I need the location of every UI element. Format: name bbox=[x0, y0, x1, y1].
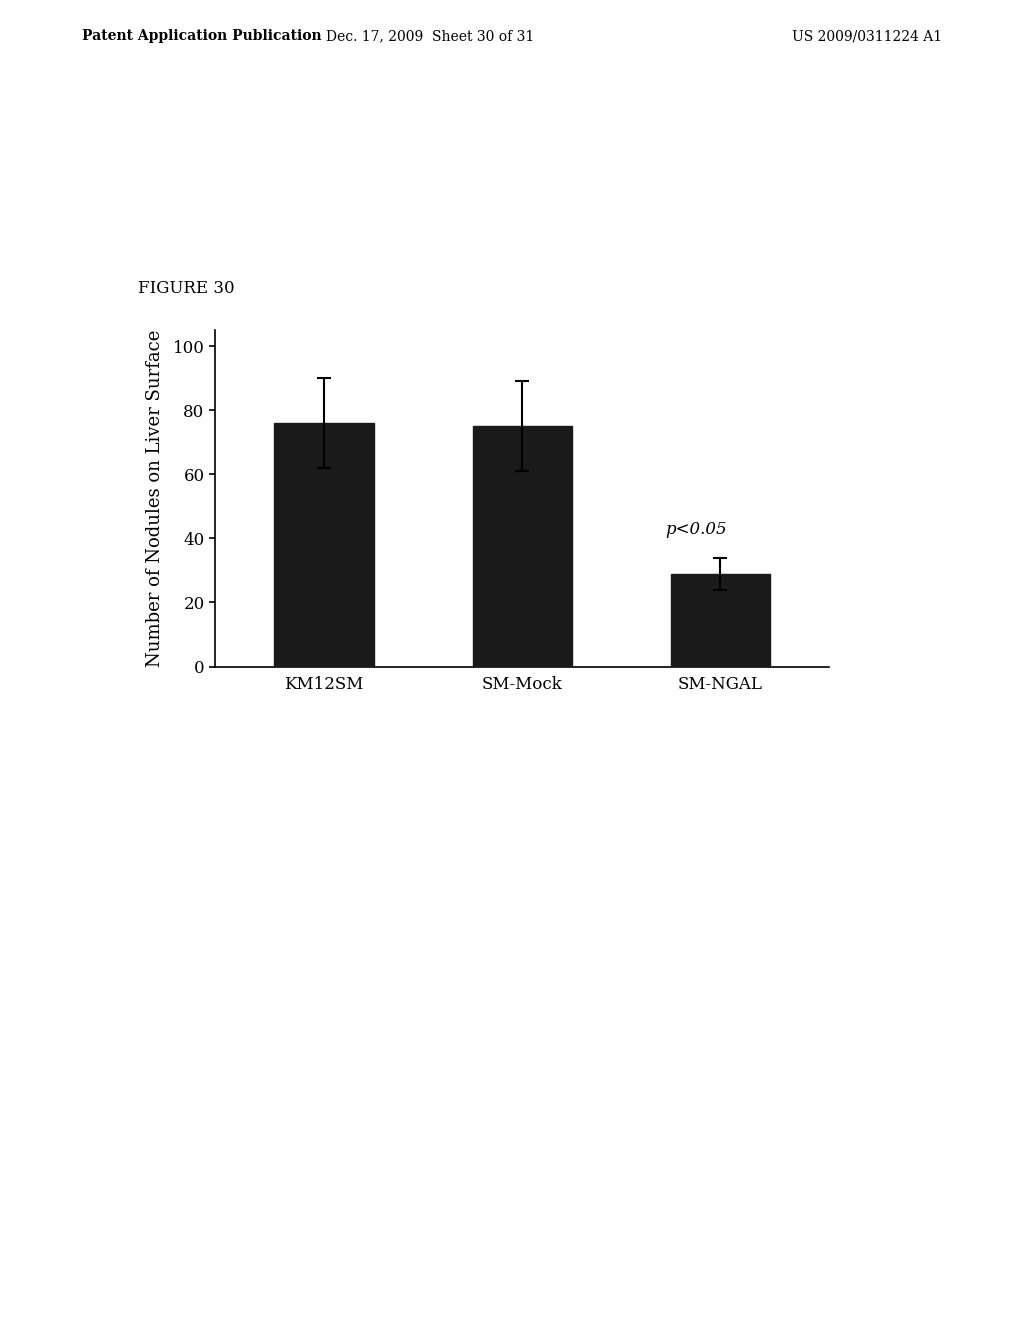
Bar bbox=[671, 574, 770, 667]
Bar bbox=[274, 422, 374, 667]
Bar bbox=[473, 426, 571, 667]
Text: p<0.05: p<0.05 bbox=[665, 521, 727, 539]
Text: US 2009/0311224 A1: US 2009/0311224 A1 bbox=[792, 29, 942, 44]
Y-axis label: Number of Nodules on Liver Surface: Number of Nodules on Liver Surface bbox=[146, 330, 165, 667]
Text: FIGURE 30: FIGURE 30 bbox=[138, 280, 234, 297]
Text: Patent Application Publication: Patent Application Publication bbox=[82, 29, 322, 44]
Text: Dec. 17, 2009  Sheet 30 of 31: Dec. 17, 2009 Sheet 30 of 31 bbox=[326, 29, 535, 44]
